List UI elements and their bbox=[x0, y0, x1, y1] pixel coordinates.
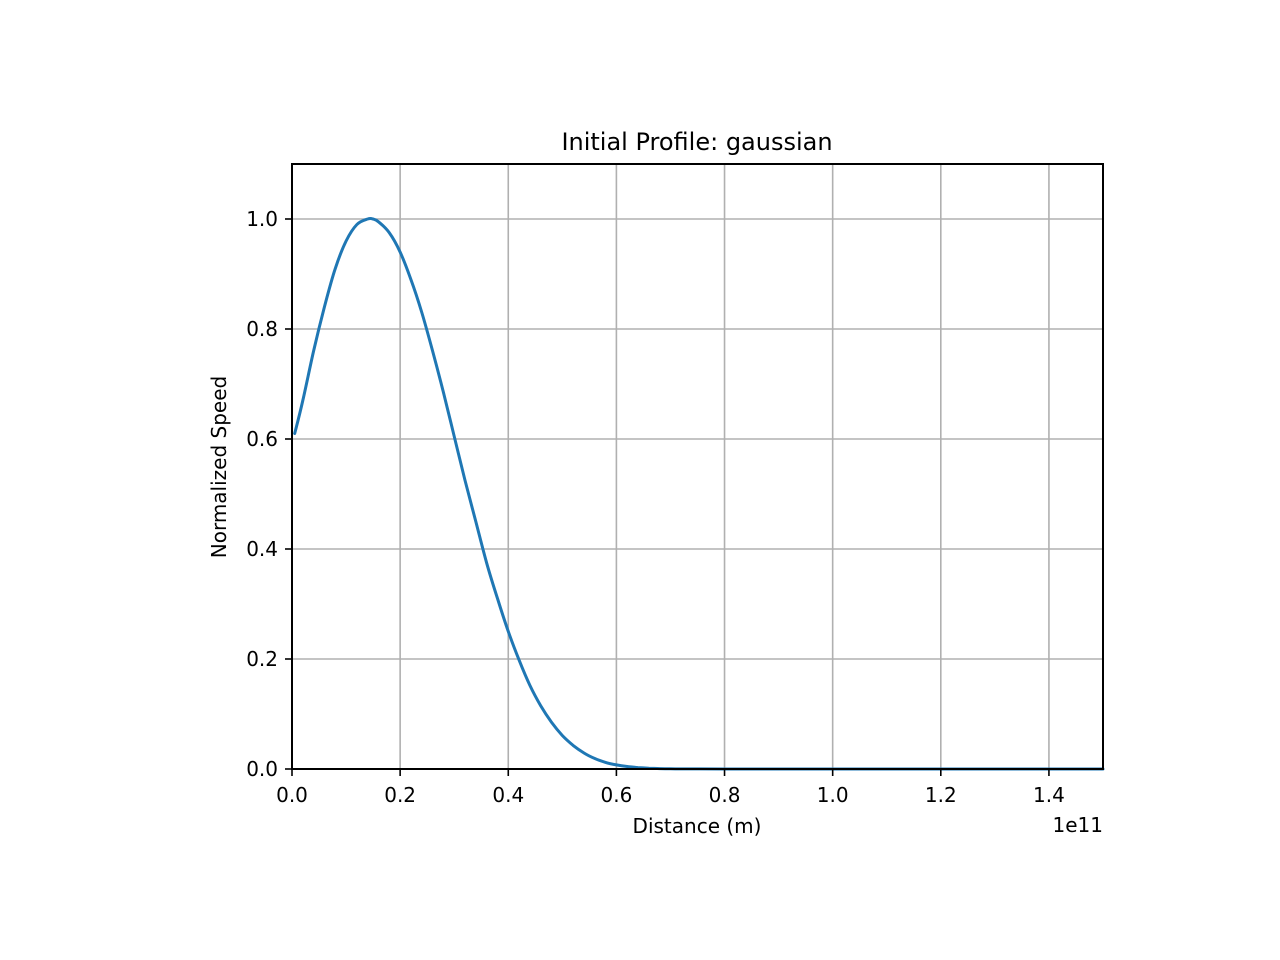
x-tick-label: 0.4 bbox=[492, 783, 524, 807]
series-line bbox=[293, 216, 1105, 771]
x-axis-label: Distance (m) bbox=[633, 814, 762, 838]
y-tick-label: 0.6 bbox=[246, 427, 278, 451]
x-tick-label: 1.2 bbox=[925, 783, 957, 807]
grid bbox=[291, 164, 1103, 770]
x-tick-label: 0.2 bbox=[384, 783, 416, 807]
x-tick-label: 0.6 bbox=[600, 783, 632, 807]
y-tick-label: 0.0 bbox=[246, 757, 278, 781]
ticks: 0.0 0.2 0.4 0.6 0.8 1.0 1.2 1.4 0.0 0.2 0.4 0.6 0.8 1… bbox=[246, 207, 1065, 807]
x-axis-offset-label: 1e11 bbox=[1053, 813, 1103, 837]
y-tick-label: 1.0 bbox=[246, 207, 278, 231]
y-tick-label: 0.4 bbox=[246, 537, 278, 561]
chart-title: Initial Profile: gaussian bbox=[561, 128, 832, 156]
y-tick-label: 0.2 bbox=[246, 647, 278, 671]
x-tick-label: 0.0 bbox=[276, 783, 308, 807]
x-tick-label: 1.0 bbox=[817, 783, 849, 807]
series-layer bbox=[293, 216, 1105, 771]
plot-frame bbox=[291, 163, 1104, 770]
x-tick-label: 0.8 bbox=[709, 783, 741, 807]
y-tick-label: 0.8 bbox=[246, 317, 278, 341]
x-tick-label: 1.4 bbox=[1033, 783, 1065, 807]
y-axis-label: Normalized Speed bbox=[207, 376, 231, 558]
